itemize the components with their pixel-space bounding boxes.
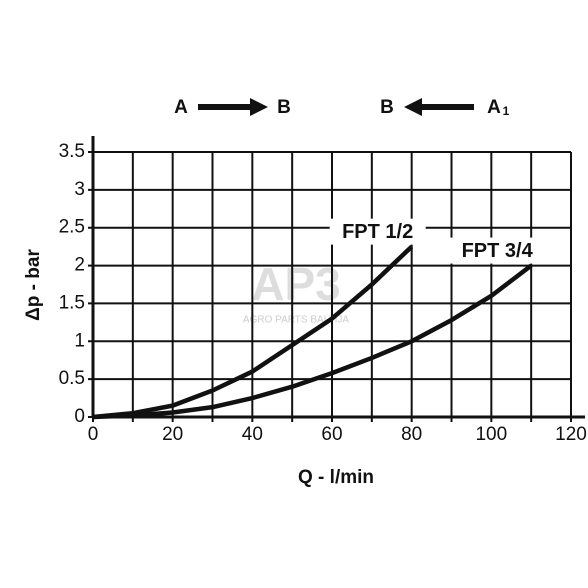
flow-label: A bbox=[174, 97, 188, 118]
arrows bbox=[198, 98, 474, 116]
label-bg bbox=[329, 218, 426, 245]
x-tick-label: 120 bbox=[555, 424, 587, 445]
series-label: FPT 3/4 bbox=[462, 240, 534, 262]
watermark-logo: AP3 bbox=[251, 258, 340, 310]
line-series bbox=[92, 245, 414, 420]
y-tick-label: 0 bbox=[74, 406, 85, 427]
label-bg bbox=[449, 237, 546, 264]
x-tick-label: 100 bbox=[475, 424, 507, 445]
y-tick-label: 1.5 bbox=[59, 292, 85, 313]
flow-subscript: 1 bbox=[503, 104, 510, 118]
x-tick-label: 80 bbox=[401, 424, 422, 445]
y-tick-label: 3.5 bbox=[59, 141, 85, 162]
watermark-text: AGRO PARTS BALTIJA bbox=[243, 315, 349, 326]
y-tick-label: 1 bbox=[74, 330, 85, 351]
x-tick-label: 0 bbox=[88, 424, 99, 445]
y-axis-label: Δp - bar bbox=[23, 249, 44, 321]
x-tick-label: 40 bbox=[242, 424, 263, 445]
x-tick-label: 20 bbox=[162, 424, 183, 445]
x-tick-label: 60 bbox=[321, 424, 342, 445]
y-tick-label: 3 bbox=[74, 179, 85, 200]
line-series bbox=[92, 263, 533, 420]
y-tick-label: 2.5 bbox=[59, 217, 85, 238]
y-tick-label: 2 bbox=[74, 255, 85, 276]
arrow-head bbox=[404, 98, 422, 116]
y-tick-label: 0.5 bbox=[59, 368, 85, 389]
series-label: FPT 1/2 bbox=[342, 221, 413, 243]
flow-label: A bbox=[487, 97, 501, 118]
arrow-head bbox=[250, 98, 268, 116]
flow-label: B bbox=[380, 97, 394, 118]
x-axis-label: Q - l/min bbox=[298, 467, 374, 488]
flow-label: B bbox=[277, 97, 291, 118]
